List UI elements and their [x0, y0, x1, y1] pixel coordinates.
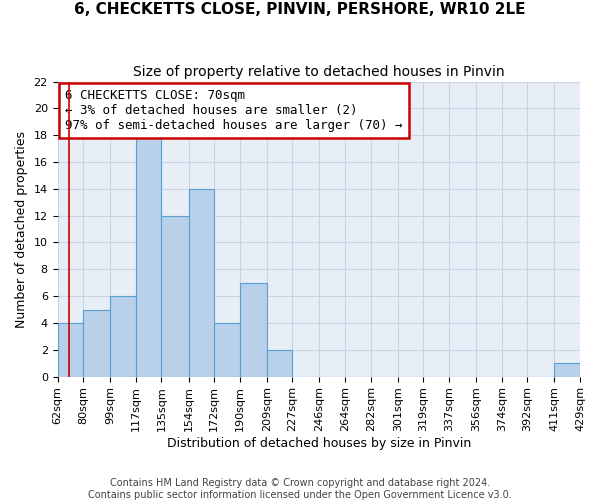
Bar: [161, 216, 188, 376]
X-axis label: Distribution of detached houses by size in Pinvin: Distribution of detached houses by size …: [167, 437, 471, 450]
Text: 6 CHECKETTS CLOSE: 70sqm
← 3% of detached houses are smaller (2)
97% of semi-det: 6 CHECKETTS CLOSE: 70sqm ← 3% of detache…: [65, 89, 403, 132]
Bar: [267, 350, 292, 376]
Bar: [58, 323, 83, 376]
Bar: [136, 135, 161, 376]
Bar: [554, 363, 580, 376]
Title: Size of property relative to detached houses in Pinvin: Size of property relative to detached ho…: [133, 65, 505, 79]
Text: Contains HM Land Registry data © Crown copyright and database right 2024.
Contai: Contains HM Land Registry data © Crown c…: [88, 478, 512, 500]
Bar: [240, 282, 267, 376]
Bar: [214, 323, 240, 376]
Y-axis label: Number of detached properties: Number of detached properties: [15, 130, 28, 328]
Bar: [83, 310, 110, 376]
Text: 6, CHECKETTS CLOSE, PINVIN, PERSHORE, WR10 2LE: 6, CHECKETTS CLOSE, PINVIN, PERSHORE, WR…: [74, 2, 526, 18]
Bar: [188, 189, 214, 376]
Bar: [110, 296, 136, 376]
